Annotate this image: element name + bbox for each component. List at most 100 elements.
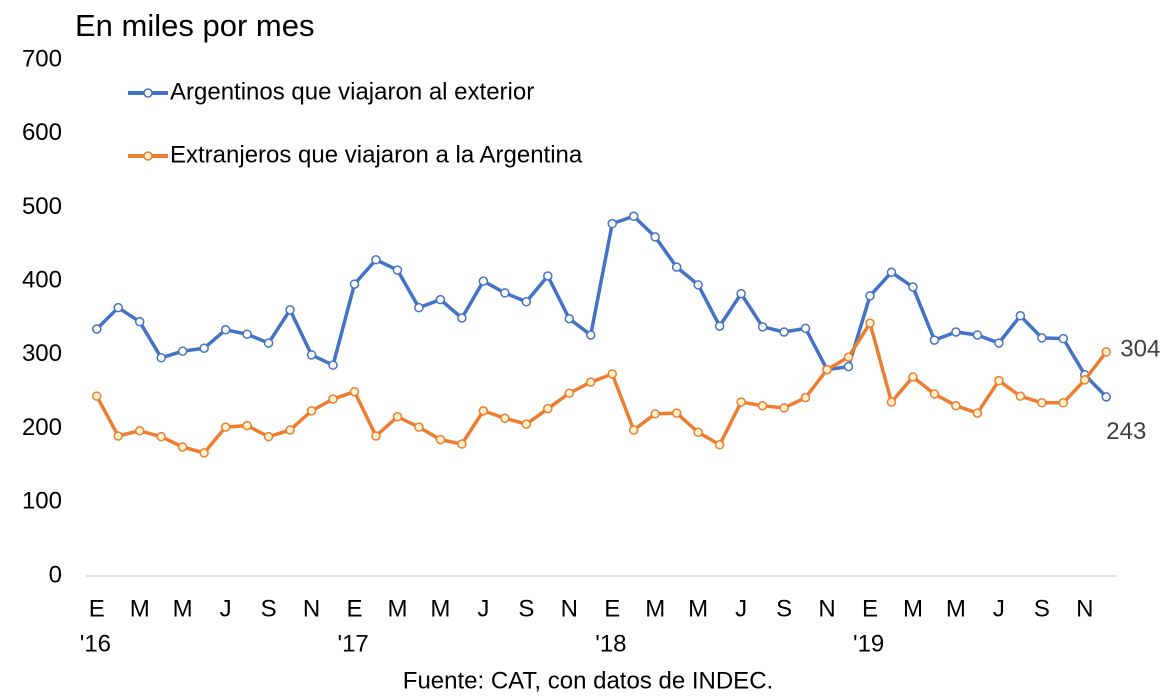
x-tick-label: M bbox=[946, 595, 966, 622]
data-point bbox=[564, 313, 575, 324]
y-tick-label: 700 bbox=[22, 45, 62, 72]
data-point bbox=[650, 409, 660, 419]
data-point bbox=[328, 394, 338, 404]
x-tick-label: N bbox=[561, 595, 578, 622]
data-point bbox=[607, 218, 617, 229]
data-point bbox=[714, 440, 725, 450]
data-point bbox=[220, 422, 231, 432]
data-point bbox=[779, 403, 789, 413]
y-tick-label: 600 bbox=[22, 119, 62, 146]
y-tick-label: 400 bbox=[22, 266, 62, 293]
x-tick-label: M bbox=[903, 595, 923, 622]
x-tick-label: S bbox=[261, 595, 277, 622]
data-point bbox=[371, 255, 381, 265]
data-point bbox=[91, 391, 102, 401]
series-line bbox=[95, 214, 1108, 399]
y-tick-label: 300 bbox=[22, 340, 62, 367]
data-point bbox=[1015, 311, 1026, 321]
legend-marker bbox=[143, 88, 153, 98]
x-tick-label: S bbox=[1034, 595, 1050, 622]
x-tick-label: E bbox=[862, 595, 878, 622]
data-point bbox=[886, 397, 897, 407]
x-year-label: '16 bbox=[80, 630, 111, 657]
data-point bbox=[263, 338, 274, 348]
y-tick-label: 500 bbox=[22, 193, 62, 220]
data-point bbox=[285, 425, 295, 435]
y-tick-label: 200 bbox=[22, 414, 62, 441]
x-tick-label: M bbox=[688, 595, 708, 622]
data-point bbox=[285, 305, 295, 315]
data-point bbox=[1037, 333, 1047, 343]
data-point bbox=[199, 343, 209, 353]
data-point bbox=[714, 321, 725, 331]
x-tick-label: N bbox=[1076, 595, 1093, 622]
data-point bbox=[478, 406, 489, 416]
data-point bbox=[736, 288, 746, 299]
data-point bbox=[199, 448, 209, 458]
data-point bbox=[886, 267, 897, 278]
data-label: 243 bbox=[1106, 418, 1146, 445]
data-point bbox=[671, 262, 682, 272]
data-point bbox=[177, 346, 188, 356]
data-point bbox=[1101, 347, 1112, 357]
data-point bbox=[843, 352, 854, 362]
x-tick-label: J bbox=[735, 595, 747, 622]
data-point bbox=[435, 294, 446, 305]
data-point bbox=[220, 325, 231, 335]
data-point bbox=[392, 265, 403, 275]
data-point bbox=[994, 375, 1004, 386]
data-point bbox=[242, 420, 252, 431]
data-point bbox=[392, 412, 403, 422]
legend-label: Argentinos que viajaron al exterior bbox=[170, 78, 534, 105]
data-point bbox=[521, 297, 532, 307]
data-point bbox=[242, 329, 252, 339]
data-point bbox=[1015, 391, 1026, 401]
x-tick-label: M bbox=[387, 595, 407, 622]
x-year-label: '17 bbox=[337, 630, 368, 657]
data-point bbox=[972, 330, 983, 340]
x-tick-label: J bbox=[993, 595, 1005, 622]
data-point bbox=[134, 426, 145, 436]
data-point bbox=[628, 211, 639, 222]
data-label: 304 bbox=[1120, 335, 1160, 362]
data-point bbox=[113, 302, 123, 313]
x-tick-label: J bbox=[477, 595, 489, 622]
data-point bbox=[349, 386, 360, 397]
data-point bbox=[564, 388, 575, 398]
data-point bbox=[328, 360, 338, 370]
x-tick-label: N bbox=[303, 595, 320, 622]
data-point bbox=[586, 330, 596, 340]
x-year-label: '18 bbox=[595, 630, 626, 657]
data-point bbox=[822, 364, 832, 375]
data-point bbox=[414, 302, 424, 313]
x-tick-label: E bbox=[89, 595, 105, 622]
x-tick-label: M bbox=[130, 595, 150, 622]
x-tick-label: J bbox=[220, 595, 232, 622]
data-point bbox=[113, 431, 123, 441]
data-point bbox=[349, 279, 360, 289]
data-point bbox=[757, 322, 768, 332]
y-tick-label: 100 bbox=[22, 488, 62, 515]
data-point bbox=[650, 232, 660, 242]
data-point bbox=[929, 335, 940, 345]
data-point bbox=[263, 431, 274, 442]
x-tick-label: M bbox=[430, 595, 450, 622]
x-year-label: '19 bbox=[853, 630, 884, 657]
data-point bbox=[177, 442, 188, 452]
data-point bbox=[865, 291, 875, 301]
data-point bbox=[91, 324, 102, 334]
source-note: Fuente: CAT, con datos de INDEC. bbox=[403, 667, 773, 694]
x-tick-label: E bbox=[604, 595, 620, 622]
data-point bbox=[371, 431, 381, 441]
data-point bbox=[951, 400, 961, 411]
data-point bbox=[500, 413, 510, 424]
data-point bbox=[543, 271, 553, 281]
legend-marker bbox=[143, 151, 153, 161]
data-point bbox=[478, 276, 489, 286]
data-point bbox=[628, 425, 639, 435]
data-point bbox=[1101, 392, 1112, 402]
x-tick-label: E bbox=[346, 595, 362, 622]
data-point bbox=[693, 427, 703, 438]
chart-title: En miles por mes bbox=[75, 8, 314, 43]
